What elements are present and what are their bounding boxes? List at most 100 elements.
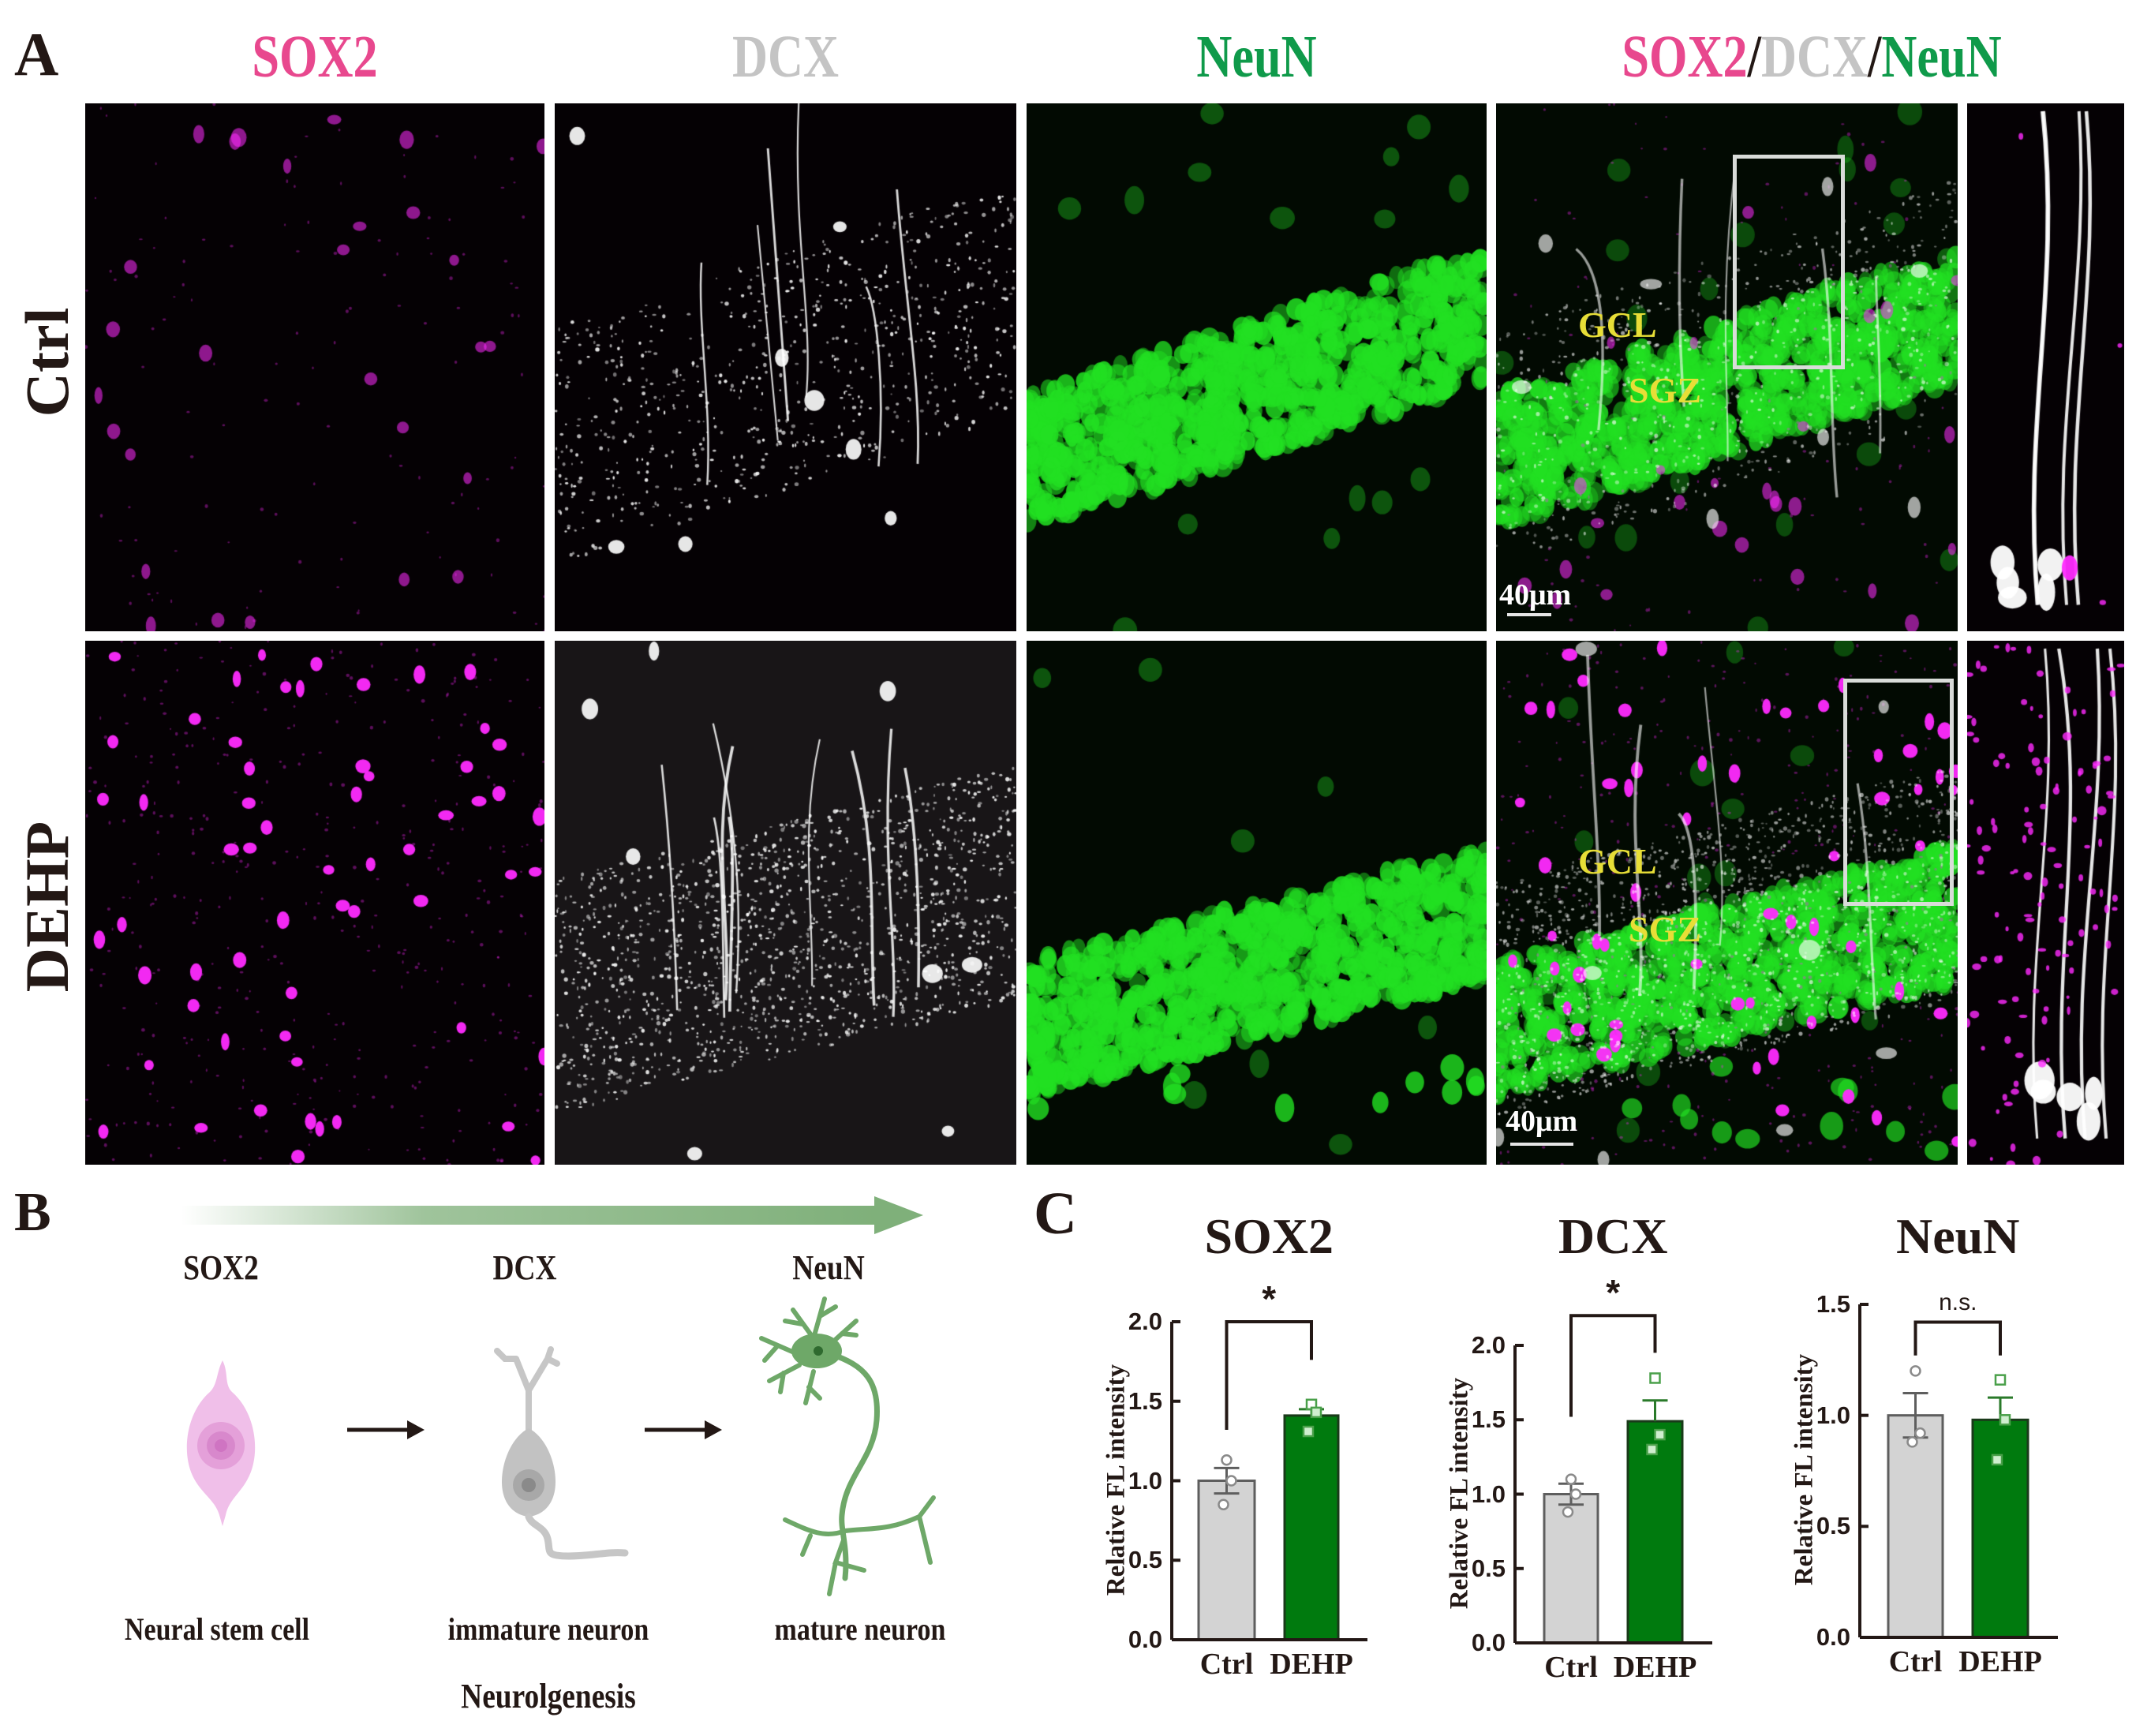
- y-tick-label: 0.5: [1471, 1554, 1506, 1582]
- gcl-label: GCL: [1578, 841, 1657, 881]
- title-part-dcx: DCX: [1760, 24, 1868, 90]
- data-point: [1914, 1427, 1926, 1439]
- significance-label: *: [1262, 1278, 1277, 1319]
- chart-title: NeuN: [1896, 1208, 2020, 1264]
- roi-box: [1843, 679, 1954, 906]
- y-tick-label: 1.5: [1471, 1405, 1506, 1434]
- data-point: [1654, 1428, 1666, 1441]
- micrograph-ctrl-zoom: [1967, 103, 2124, 631]
- data-point: [1310, 1406, 1322, 1419]
- y-axis-title: Relative FL intensity: [1790, 1353, 1819, 1586]
- significance-bracket: [1913, 1320, 2002, 1356]
- caption-immature-neuron: immature neuron: [447, 1611, 649, 1647]
- caption-neural-stem-cell: Neural stem cell: [124, 1611, 310, 1647]
- marker-label-dcx: DCX: [492, 1248, 557, 1287]
- y-tick-label: 0.0: [1816, 1623, 1850, 1651]
- data-point: [1649, 1372, 1661, 1384]
- data-point: [1569, 1488, 1582, 1500]
- x-category-label: DEHP: [1958, 1645, 2042, 1678]
- panel-letter-c: C: [1034, 1180, 1077, 1247]
- sgz-label: SGZ: [1629, 370, 1702, 410]
- micrograph-dehp-neun: [1027, 641, 1487, 1165]
- title-part: NeuN: [1196, 24, 1317, 90]
- micrograph-ctrl-neun: [1027, 103, 1487, 631]
- caption-neurogenesis: Neurolgenesis: [461, 1677, 636, 1715]
- title-slash: /: [1747, 24, 1761, 90]
- title-part-neun: NeuN: [1881, 24, 2002, 90]
- data-point: [1999, 1414, 2011, 1426]
- panel-letter-a: A: [14, 20, 59, 88]
- micrograph-ctrl-dcx: [555, 103, 1016, 631]
- y-tick-label: 0.5: [1128, 1546, 1162, 1574]
- micrograph-ctrl-sox2: [85, 103, 544, 631]
- x-category-label: Ctrl: [1888, 1645, 1943, 1678]
- y-tick-label: 0.5: [1816, 1512, 1850, 1540]
- sgz-label: SGZ: [1629, 909, 1702, 949]
- data-point: [1218, 1498, 1229, 1510]
- panel-letter-b: B: [14, 1182, 51, 1243]
- x-category-label: DEHP: [1270, 1648, 1353, 1681]
- title-part-sox2: SOX2: [1622, 24, 1748, 90]
- scale-bar-label: 40μm: [1499, 578, 1572, 612]
- mature-neuron-icon: [759, 1296, 936, 1596]
- scale-bar: [1507, 613, 1551, 616]
- micrograph-dehp-dcx: [555, 641, 1016, 1165]
- bar-ctrl: [1543, 1493, 1599, 1644]
- y-tick-label: 1.0: [1816, 1401, 1850, 1429]
- data-point: [1994, 1374, 2007, 1386]
- y-tick-label: 1.5: [1128, 1386, 1162, 1415]
- data-point: [1221, 1454, 1233, 1466]
- column-title-neun: NeuN: [1068, 27, 1445, 87]
- data-point: [1646, 1443, 1658, 1456]
- scale-bar: [1510, 1143, 1573, 1146]
- roi-box: [1733, 155, 1845, 369]
- data-point: [1562, 1506, 1574, 1518]
- title-slash: /: [1867, 24, 1882, 90]
- scale-bar-label: 40μm: [1506, 1105, 1578, 1138]
- column-title-merge: SOX2/DCX/NeuN: [1553, 27, 2071, 87]
- title-part: DCX: [731, 24, 840, 90]
- data-point: [1302, 1425, 1315, 1438]
- micrograph-dehp-sox2: [85, 641, 544, 1165]
- y-tick-label: 2.0: [1471, 1331, 1506, 1359]
- data-point: [1991, 1454, 2003, 1466]
- bar-ctrl: [1887, 1414, 1944, 1639]
- micrograph-dehp-zoom: [1967, 641, 2124, 1165]
- maturation-progress-arrow: [181, 1196, 923, 1234]
- micrograph-ctrl-merge: GCL SGZ 40μm: [1496, 103, 1958, 631]
- y-tick-label: 0.0: [1471, 1629, 1506, 1656]
- caption-mature-neuron: mature neuron: [774, 1611, 946, 1647]
- column-title-dcx: DCX: [597, 27, 975, 87]
- gcl-label: GCL: [1578, 305, 1657, 345]
- significance-label: n.s.: [1939, 1289, 1977, 1315]
- marker-label-sox2: SOX2: [183, 1248, 259, 1287]
- arrow-right-icon: [347, 1420, 425, 1439]
- neural-stem-cell-icon: [186, 1360, 256, 1526]
- x-category-label: DEHP: [1613, 1651, 1697, 1684]
- y-tick-label: 0.0: [1128, 1626, 1162, 1653]
- chart-title: SOX2: [1204, 1208, 1334, 1264]
- y-tick-label: 1.0: [1128, 1466, 1162, 1495]
- column-title-sox2: SOX2: [126, 27, 503, 87]
- chart-title: DCX: [1558, 1208, 1668, 1264]
- data-point: [1565, 1473, 1577, 1485]
- significance-label: *: [1606, 1272, 1621, 1314]
- bar-dehp: [1283, 1414, 1340, 1641]
- y-tick-label: 2.0: [1128, 1308, 1162, 1335]
- title-part: SOX2: [252, 24, 378, 90]
- arrow-right-icon: [645, 1420, 722, 1439]
- data-point: [1225, 1475, 1237, 1487]
- marker-label-neun: NeuN: [792, 1248, 865, 1287]
- bar-dehp: [1971, 1418, 2029, 1639]
- significance-bracket: [1225, 1320, 1313, 1431]
- y-tick-label: 1.5: [1816, 1290, 1850, 1318]
- data-point: [1906, 1436, 1918, 1448]
- data-point: [1910, 1365, 1921, 1377]
- significance-bracket: [1569, 1314, 1657, 1417]
- y-tick-label: 1.0: [1471, 1480, 1506, 1508]
- micrograph-dehp-merge: GCL SGZ 40μm: [1496, 641, 1958, 1165]
- x-category-label: Ctrl: [1544, 1651, 1598, 1684]
